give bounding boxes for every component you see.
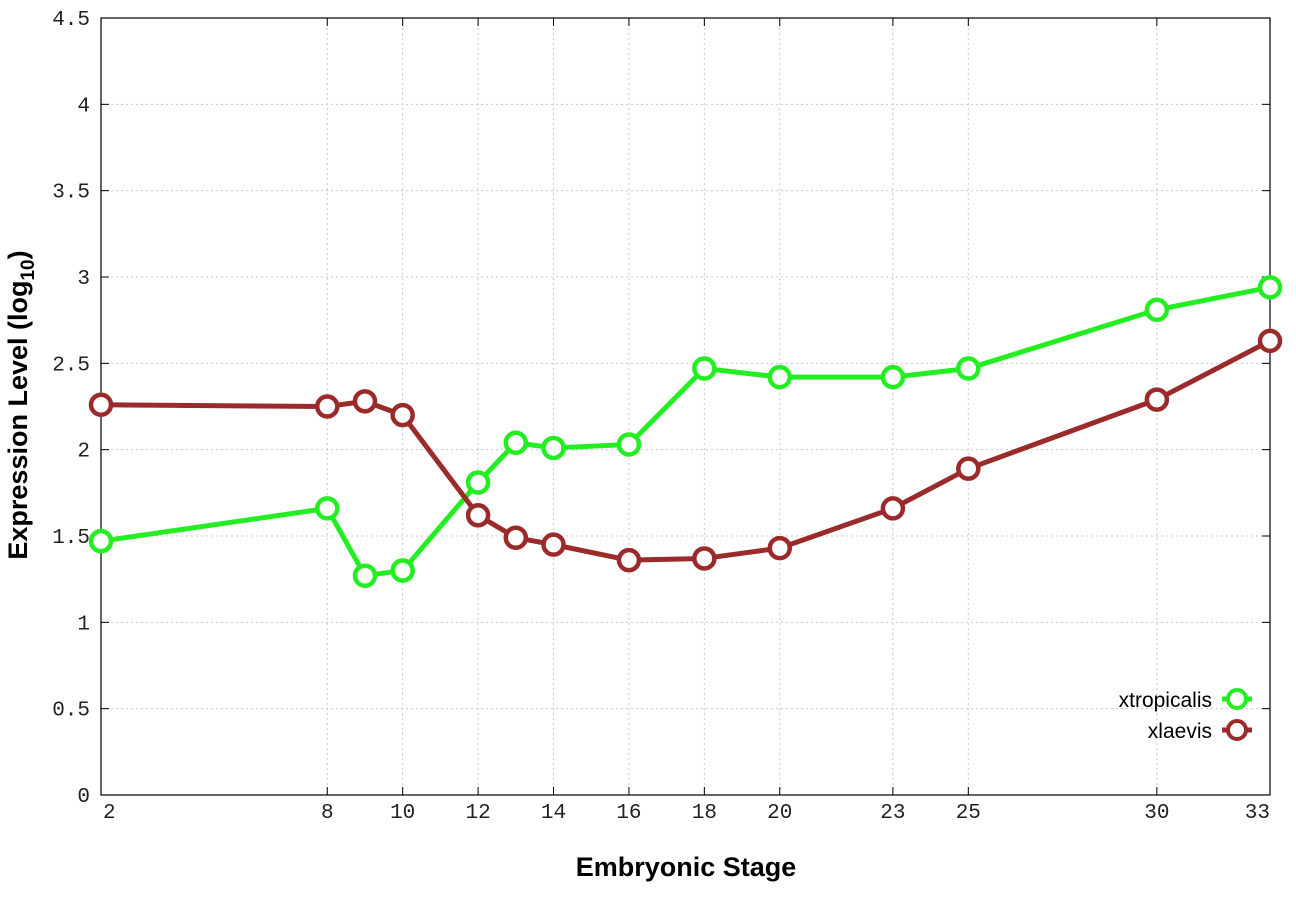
x-tick-label-10: 10 bbox=[390, 802, 415, 825]
y-axis-title-suffix: ) bbox=[3, 250, 33, 259]
x-tick-label-25: 25 bbox=[956, 802, 981, 825]
series-xlaevis bbox=[88, 328, 1283, 573]
point-xlaevis-12 bbox=[465, 503, 491, 528]
point-xlaevis-30 bbox=[1144, 387, 1170, 412]
y-tick-label-3-5: 3.5 bbox=[52, 182, 90, 205]
point-xlaevis-20 bbox=[767, 535, 793, 561]
y-tick-label-4-5: 4.5 bbox=[52, 9, 90, 32]
legend-entry-xtropicalis: xtropicalis bbox=[1119, 688, 1252, 712]
point-xlaevis-10 bbox=[390, 402, 415, 428]
legend-entry-xlaevis: xlaevis bbox=[1148, 719, 1252, 743]
point-xtropicalis-25 bbox=[956, 356, 981, 381]
y-tick-label-0: 0 bbox=[77, 786, 90, 809]
point-xtropicalis-20 bbox=[767, 364, 793, 390]
y-axis-title-main: Expression Level (log bbox=[3, 281, 33, 560]
point-xlaevis-14 bbox=[541, 532, 566, 557]
point-xlaevis-8 bbox=[315, 394, 340, 419]
y-tick-label-2: 2 bbox=[77, 441, 90, 464]
y-tick-label-1: 1 bbox=[77, 613, 90, 636]
legend-label-xlaevis: xlaevis bbox=[1148, 720, 1212, 743]
point-xlaevis-16 bbox=[616, 547, 642, 573]
x-axis-title: Embryonic Stage bbox=[576, 852, 797, 882]
y-tick-label-3: 3 bbox=[77, 268, 90, 291]
series-xtropicalis bbox=[88, 275, 1283, 588]
x-tick-label-2: 2 bbox=[103, 802, 116, 825]
point-xlaevis-25 bbox=[956, 456, 981, 481]
x-tick-label-20: 20 bbox=[767, 802, 792, 825]
point-xtropicalis-18 bbox=[692, 356, 717, 381]
point-xtropicalis-8 bbox=[315, 496, 340, 521]
point-xtropicalis-10 bbox=[390, 558, 415, 583]
point-xlaevis-9 bbox=[352, 389, 378, 414]
legend-marker-xlaevis bbox=[1226, 719, 1248, 741]
point-xtropicalis-14 bbox=[541, 435, 566, 461]
y-tick-label-1-5: 1.5 bbox=[52, 527, 90, 550]
x-tick-label-14: 14 bbox=[541, 802, 566, 825]
point-xlaevis-13 bbox=[503, 525, 529, 550]
point-xtropicalis-9 bbox=[352, 563, 378, 588]
legend-marker-xtropicalis bbox=[1226, 688, 1248, 710]
x-tick-label-33: 33 bbox=[1245, 802, 1270, 825]
y-tick-label-2-5: 2.5 bbox=[52, 354, 90, 377]
x-tick-label-8: 8 bbox=[321, 802, 334, 825]
legend: xtropicalis xlaevis bbox=[1119, 688, 1252, 743]
y-tick-label-4: 4 bbox=[77, 95, 90, 118]
point-xtropicalis-33 bbox=[1257, 275, 1283, 300]
point-xlaevis-18 bbox=[692, 546, 717, 571]
point-xlaevis-33 bbox=[1257, 328, 1283, 354]
series-layer bbox=[88, 275, 1283, 588]
series-line-xtropicalis bbox=[100, 284, 1271, 579]
x-tick-label-12: 12 bbox=[465, 802, 490, 825]
x-tick-label-18: 18 bbox=[692, 802, 717, 825]
point-xtropicalis-12 bbox=[465, 470, 491, 495]
series-line-xlaevis bbox=[100, 338, 1272, 563]
point-xtropicalis-30 bbox=[1144, 297, 1170, 323]
point-xtropicalis-23 bbox=[880, 364, 906, 390]
x-tick-label-23: 23 bbox=[880, 802, 905, 825]
x-tick-label-16: 16 bbox=[616, 802, 641, 825]
point-xlaevis-23 bbox=[880, 496, 906, 521]
point-xtropicalis-13 bbox=[503, 430, 529, 456]
y-axis-title: Expression Level (log10) bbox=[3, 250, 39, 559]
point-xtropicalis-2 bbox=[88, 528, 114, 554]
point-xtropicalis-16 bbox=[616, 432, 642, 457]
ticks-layer: 2 8 10 12 14 16 18 20 23 25 30 33 0 0.5 1 1.5 2 2.5 3 3.5 4 4… bbox=[52, 9, 1271, 825]
legend-label-xtropicalis: xtropicalis bbox=[1119, 689, 1212, 712]
y-tick-label-0-5: 0.5 bbox=[52, 700, 90, 723]
x-tick-label-30: 30 bbox=[1144, 802, 1169, 825]
point-xlaevis-2 bbox=[88, 392, 114, 418]
y-axis-title-subscript: 10 bbox=[18, 259, 39, 280]
